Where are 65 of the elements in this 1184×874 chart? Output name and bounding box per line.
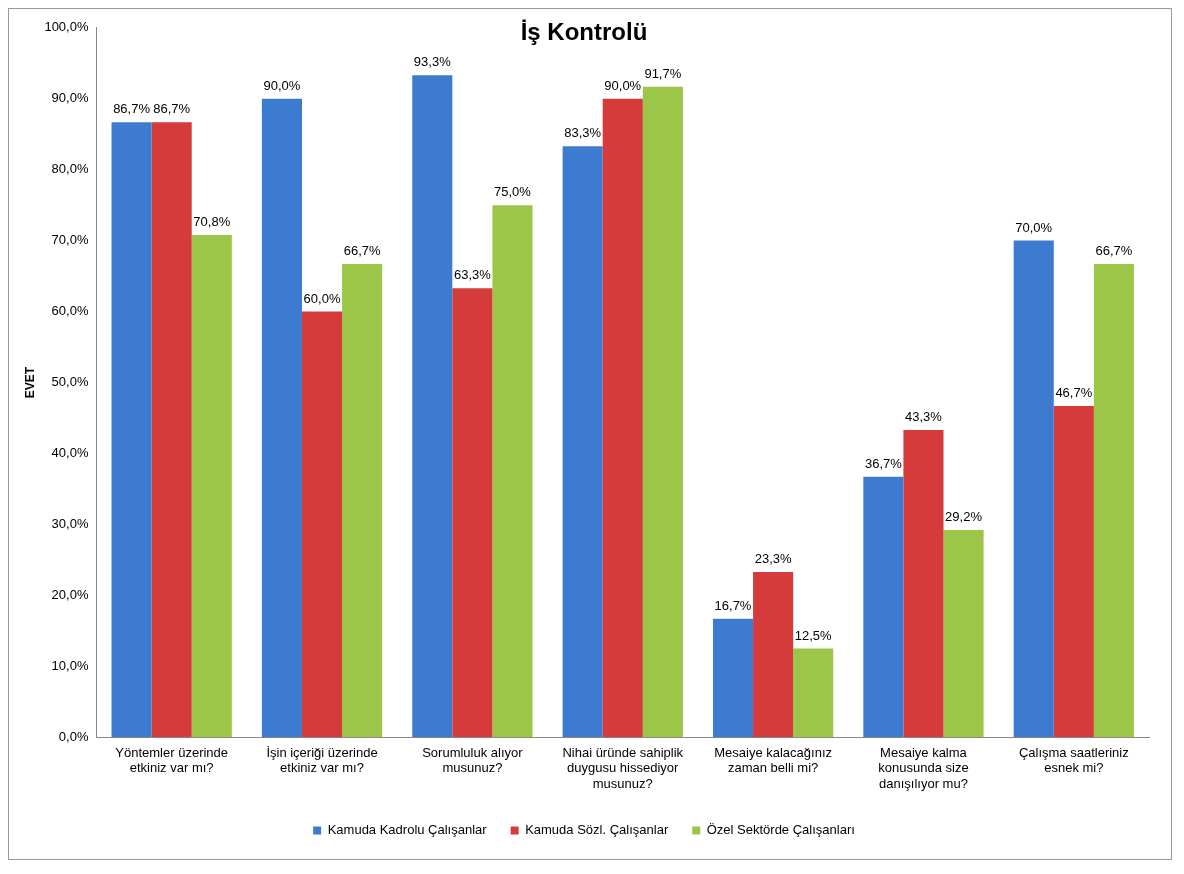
legend-label: Özel Sektörde Çalışanları [706,822,855,838]
y-axis-title: EVET [22,366,37,399]
y-tick-label: 30,0% [51,515,89,531]
bar [151,122,192,738]
data-label: 91,7% [644,65,682,81]
data-label: 93,3% [413,54,452,70]
bar [1013,240,1054,738]
data-label: 90,0% [263,77,301,93]
x-tick-label: Mesaiye kalacağınız zaman belli mi? [714,744,832,776]
data-label: 70,8% [193,214,231,230]
data-label: 90,0% [604,77,642,93]
bar [642,86,683,738]
bar [261,98,302,738]
bar [903,430,944,738]
data-label: 12,5% [794,627,833,643]
y-tick-label: 80,0% [51,161,89,177]
data-label: 23,3% [754,550,792,566]
y-tick-label: 60,0% [51,303,89,319]
bar [452,288,493,738]
y-tick-label: 90,0% [51,90,89,106]
data-label: 83,3% [564,125,602,141]
y-tick-label: 50,0% [51,374,89,390]
bar [602,98,643,738]
y-tick-label: 20,0% [51,586,89,602]
bar [943,530,984,738]
data-label: 86,7% [113,101,151,117]
y-tick-label: 10,0% [51,657,89,673]
x-tick-label: Nihai üründe sahiplik duygusu hissediyor musunuz? [562,744,684,791]
data-label: 66,7% [343,243,381,259]
bar [342,264,383,738]
bar [191,234,232,738]
bar [712,618,754,738]
bar [492,205,533,738]
x-tick-label: Mesaiye kalma konusunda size danışılıyor mu? [878,744,969,791]
data-label: 36,7% [864,455,903,471]
data-label: 16,7% [714,597,752,613]
data-label: 60,0% [303,290,341,306]
y-tick-label: 0,0% [58,728,89,744]
y-tick-label: 40,0% [51,445,89,461]
legend-label: Kamuda Kadrolu Çalışanlar [327,822,488,838]
x-tick-label: Çalışma saatleriniz esnek mi? [1018,744,1129,776]
bar [412,75,453,738]
x-tick-label: İşin içeriği üzerinde etkiniz var mı? [266,744,378,776]
data-label: 66,7% [1095,243,1133,259]
bar [301,311,343,738]
data-label: 86,7% [153,101,191,117]
bar [753,571,794,738]
bar [562,146,603,738]
bar [863,476,904,738]
bar [1053,405,1094,738]
bar [111,122,152,738]
bar [793,648,834,738]
y-tick-label: 100,0% [44,19,89,35]
data-label: 43,3% [905,409,943,425]
chart-title: İş Kontrolü [520,18,648,46]
x-tick-label: Sorumluluk alıyor musunuz? [422,744,524,776]
data-label: 46,7% [1055,384,1093,400]
legend-label: Kamuda Sözl. Çalışanlar [525,822,669,838]
y-tick-label: 70,0% [51,232,89,248]
data-label: 63,3% [453,267,492,283]
x-tick-label: Yöntemler üzerinde etkiniz var mı? [115,744,229,776]
bar [1093,264,1134,738]
data-label: 70,0% [1015,219,1053,235]
data-label: 75,0% [494,184,532,200]
data-label: 29,2% [945,509,983,525]
